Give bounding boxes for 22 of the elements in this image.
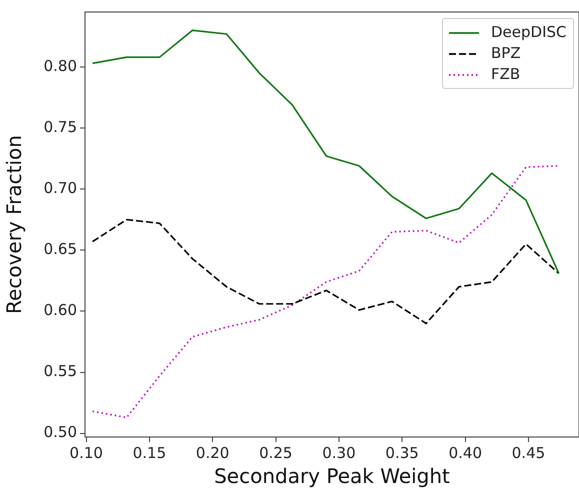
y-axis-title: Recovery Fraction [2, 135, 26, 314]
x-tick-label: 0.15 [132, 444, 166, 462]
x-tick-label: 0.10 [70, 444, 103, 462]
x-axis-title: Secondary Peak Weight [214, 464, 450, 488]
y-tick-label: 0.70 [44, 178, 77, 197]
x-tick-label: 0.20 [196, 444, 230, 462]
legend-label: FZB [491, 64, 520, 85]
y-tick-label: 0.65 [44, 240, 77, 258]
y-tick-label: 0.75 [44, 118, 77, 136]
line-series [92, 218, 560, 324]
y-tick-label: 0.55 [44, 362, 77, 380]
legend-label: BPZ [491, 43, 521, 64]
x-tick-label: 0.40 [448, 444, 482, 462]
legend-label: DeepDISC [491, 22, 566, 43]
x-tick-label: 0.45 [512, 444, 546, 462]
y-tick-label: 0.60 [44, 301, 77, 320]
y-tick-label: 0.80 [44, 56, 77, 75]
y-tick-label: 0.50 [44, 423, 77, 442]
x-tick-label: 0.30 [322, 444, 356, 462]
line-series [92, 165, 560, 418]
x-tick-label: 0.35 [385, 444, 419, 462]
x-tick-label: 0.25 [259, 444, 292, 462]
